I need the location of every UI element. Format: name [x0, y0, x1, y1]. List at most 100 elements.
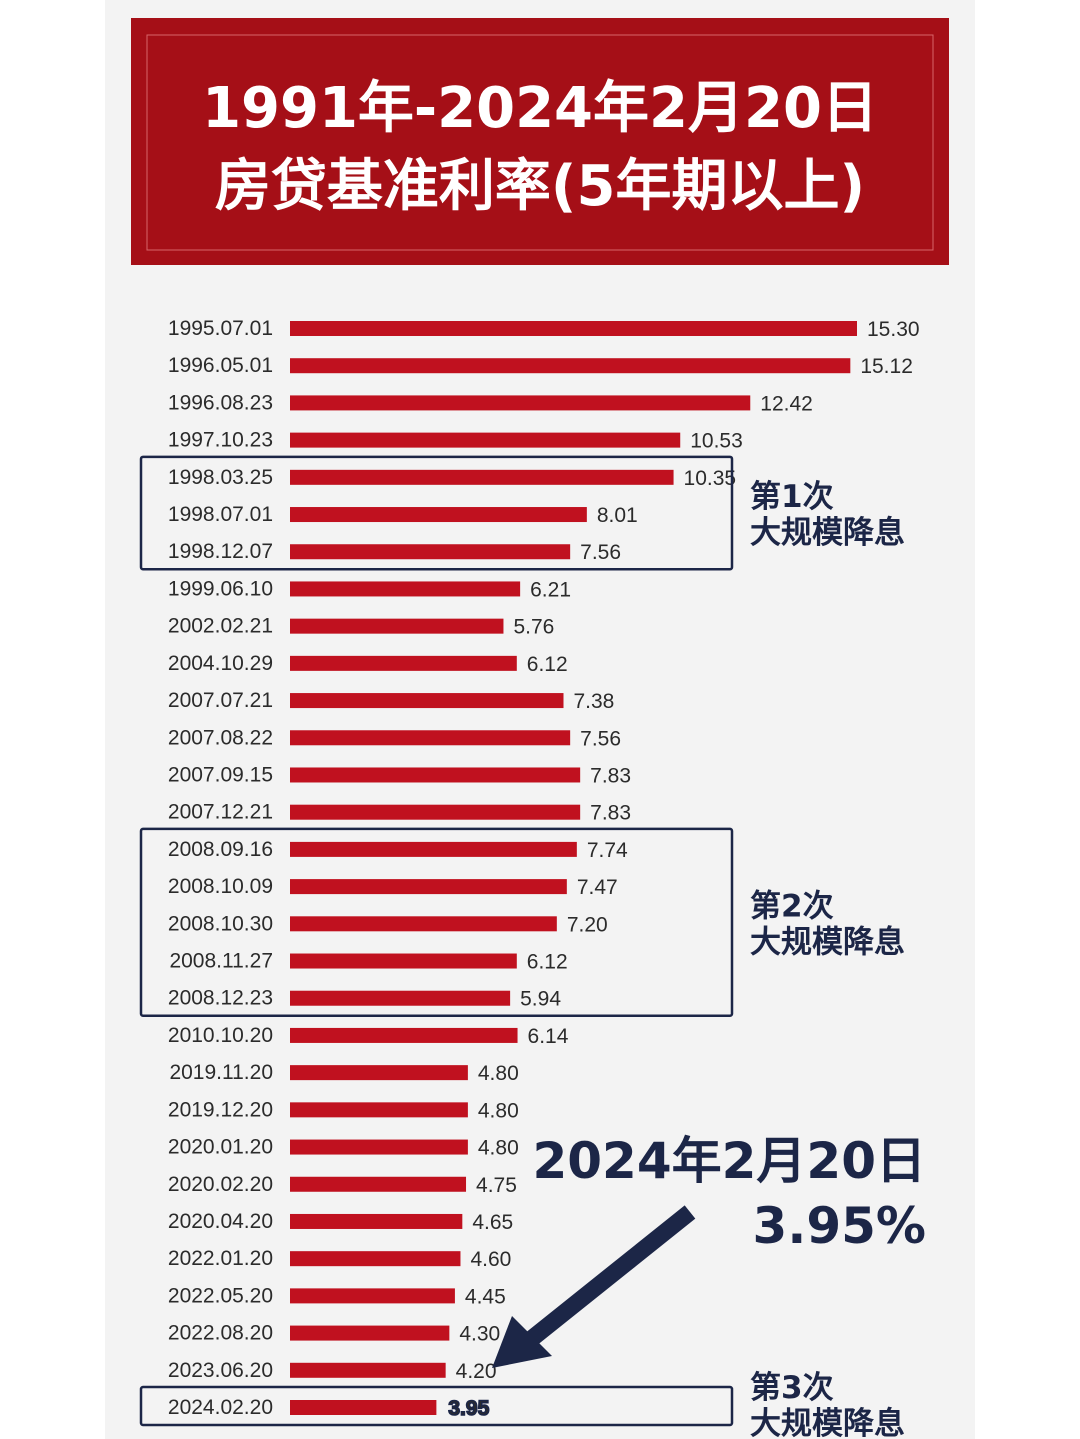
bar — [290, 730, 571, 746]
category-label: 1996.05.01 — [168, 354, 273, 377]
title-inner-border — [146, 34, 934, 251]
value-label: 4.75 — [476, 1174, 517, 1197]
bar — [290, 841, 577, 857]
value-label: 7.38 — [573, 690, 614, 713]
bar — [290, 916, 557, 932]
category-label: 1997.10.23 — [168, 429, 273, 452]
bar — [290, 358, 851, 374]
group-label: 大规模降息 — [750, 515, 905, 551]
bar — [290, 321, 857, 336]
category-label: 2019.12.20 — [168, 1098, 273, 1121]
category-label: 2023.06.20 — [168, 1359, 273, 1382]
group-label: 大规模降息 — [750, 924, 905, 960]
group-label: 第3次 — [750, 1370, 834, 1406]
category-label: 2008.10.09 — [168, 875, 273, 898]
category-label: 2008.12.23 — [168, 987, 273, 1010]
value-label: 4.65 — [472, 1211, 513, 1234]
value-label: 7.56 — [580, 541, 621, 564]
group-label: 大规模降息 — [750, 1406, 905, 1439]
category-label: 2007.09.15 — [168, 763, 273, 786]
callout-date: 2024年2月20日 — [532, 1132, 926, 1190]
bar — [290, 655, 517, 671]
value-label: 15.30 — [867, 318, 920, 341]
group-label: 第2次 — [750, 888, 834, 924]
category-label: 2004.10.29 — [168, 652, 273, 675]
bar — [290, 1213, 463, 1229]
value-label: 4.45 — [465, 1285, 506, 1308]
group-box — [139, 455, 734, 571]
value-label: 6.14 — [528, 1025, 569, 1048]
category-label: 2008.11.27 — [169, 950, 273, 973]
value-label: 6.12 — [527, 951, 568, 974]
category-label: 2008.09.16 — [168, 838, 273, 861]
value-label: 6.21 — [530, 578, 571, 601]
value-label: 4.30 — [459, 1323, 500, 1346]
value-label: 6.12 — [527, 653, 568, 676]
bar — [290, 1027, 518, 1043]
value-label: 7.56 — [580, 727, 621, 750]
bar — [290, 1288, 455, 1304]
bar — [290, 990, 511, 1006]
value-label: 3.95 — [448, 1397, 489, 1420]
category-label: 1998.12.07 — [168, 540, 273, 563]
bar — [290, 767, 581, 783]
value-label: 4.80 — [478, 1099, 519, 1122]
category-label: 2022.05.20 — [168, 1284, 273, 1307]
bar — [290, 507, 587, 523]
bar — [290, 879, 567, 895]
value-label: 5.94 — [520, 988, 561, 1011]
value-label: 12.42 — [760, 392, 813, 415]
value-label: 4.80 — [478, 1137, 519, 1160]
bar — [290, 618, 504, 634]
value-label: 10.35 — [684, 467, 737, 490]
bar — [290, 1400, 437, 1415]
title-banner — [131, 18, 949, 265]
bar — [290, 395, 751, 411]
title-line-2: 房贷基准利率(5年期以上) — [215, 154, 865, 219]
bar — [290, 1065, 468, 1081]
bar — [290, 953, 517, 969]
value-label: 15.12 — [860, 355, 913, 378]
bar — [290, 804, 581, 820]
arrow-icon — [492, 1205, 696, 1368]
category-label: 2007.07.21 — [168, 689, 273, 712]
category-label: 1998.07.01 — [168, 503, 273, 526]
value-label: 4.20 — [456, 1360, 497, 1383]
category-label: 2022.08.20 — [168, 1322, 273, 1345]
bar — [290, 581, 521, 597]
category-label: 1998.03.25 — [168, 466, 273, 489]
bar — [290, 1139, 468, 1155]
category-label: 1995.07.01 — [168, 317, 273, 340]
bar — [290, 1102, 468, 1118]
bar — [290, 432, 681, 448]
category-label: 2002.02.21 — [168, 615, 273, 638]
bar — [290, 1251, 461, 1267]
category-label: 2008.10.30 — [168, 912, 273, 935]
category-label: 2024.02.20 — [168, 1396, 273, 1419]
category-label: 2007.08.22 — [168, 726, 273, 749]
value-label: 5.76 — [513, 616, 554, 639]
value-label: 8.01 — [597, 504, 638, 527]
bars-layer: 1995.07.01 15.30 1996.05.01 15.12 1996.08.23… — [168, 317, 920, 1421]
bar — [290, 544, 571, 560]
bar — [290, 693, 564, 709]
category-label: 2020.04.20 — [168, 1210, 273, 1233]
group-label: 第1次 — [750, 479, 834, 515]
category-label: 2020.01.20 — [168, 1136, 273, 1159]
category-label: 2022.01.20 — [168, 1247, 273, 1270]
category-label: 2007.12.21 — [168, 801, 273, 824]
value-label: 7.47 — [577, 876, 618, 899]
group-box — [139, 1385, 734, 1427]
category-label: 1996.08.23 — [168, 391, 273, 414]
category-label: 2010.10.20 — [168, 1024, 273, 1047]
value-label: 10.53 — [690, 430, 743, 453]
bar — [290, 1325, 450, 1341]
category-label: 2019.11.20 — [169, 1061, 273, 1084]
value-label: 7.74 — [587, 839, 628, 862]
value-label: 4.80 — [478, 1062, 519, 1085]
title-line-1: 1991年-2024年2月20日 — [202, 76, 878, 141]
callout-rate: 3.95% — [753, 1197, 926, 1255]
bar — [290, 469, 674, 485]
